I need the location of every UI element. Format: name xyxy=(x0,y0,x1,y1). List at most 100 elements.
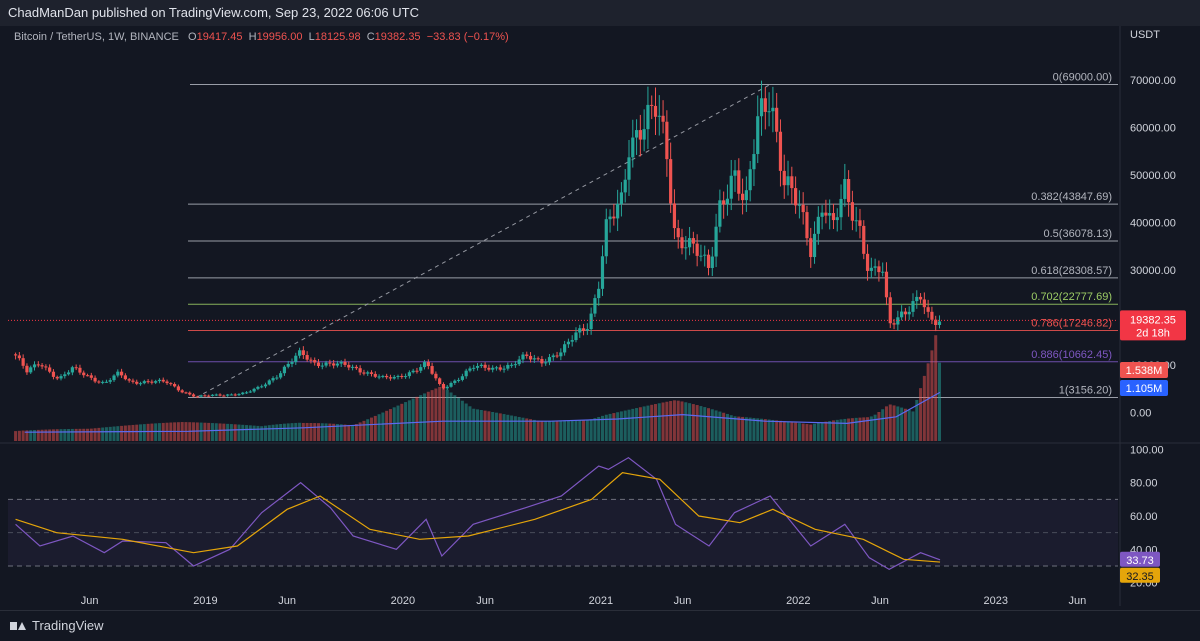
high-value: 19956.00 xyxy=(256,31,303,43)
candle-body xyxy=(271,378,275,381)
tradingview-brand[interactable]: TradingView xyxy=(10,618,104,633)
candle-body xyxy=(896,317,900,325)
candle-body xyxy=(415,370,419,372)
rsi-ma-line xyxy=(15,472,941,563)
candle-body xyxy=(740,193,745,201)
candle-body xyxy=(74,367,78,369)
candle-body xyxy=(604,219,608,257)
candle-body xyxy=(570,340,574,342)
candle-body xyxy=(17,355,21,359)
candle-body xyxy=(547,357,552,363)
time-tick-label: Jun xyxy=(1069,595,1087,607)
candle-body xyxy=(703,254,707,256)
candle-body xyxy=(301,350,305,356)
rsi-tick-label: 80.00 xyxy=(1130,478,1158,490)
candle-body xyxy=(915,296,919,302)
candle-body xyxy=(108,380,112,382)
candle-body xyxy=(191,394,196,397)
time-tick-label: Jun xyxy=(81,595,99,607)
volume-bar xyxy=(888,404,892,441)
candle-body xyxy=(862,225,866,254)
volume-bar xyxy=(930,350,934,441)
volume-bar xyxy=(449,392,453,441)
chart-area[interactable]: 0(69000.00) 0.382(43847.69) 0.5(36078.13) 0… xyxy=(0,26,1200,610)
candle-body xyxy=(199,395,203,397)
volume-bar xyxy=(915,399,919,441)
candle-body xyxy=(142,381,146,384)
volume-bar xyxy=(506,414,510,441)
publish-text: ChadManDan published on TradingView.com,… xyxy=(8,5,419,20)
candle-body xyxy=(184,392,188,394)
volume-bar xyxy=(385,410,389,441)
volume-bar xyxy=(245,425,249,441)
candle-body xyxy=(36,364,40,366)
candle-body xyxy=(256,386,260,389)
volume-bar xyxy=(67,428,71,441)
candle-body xyxy=(563,344,567,353)
candle-body xyxy=(937,321,942,325)
candle-body xyxy=(445,386,449,389)
volume-bar xyxy=(536,420,540,441)
candle-body xyxy=(332,363,336,366)
candle-body xyxy=(824,212,828,216)
volume-bar xyxy=(616,412,620,441)
candle-body xyxy=(729,175,733,199)
volume-bar xyxy=(426,391,430,441)
volume-bar xyxy=(229,424,233,441)
candle-body xyxy=(748,169,752,191)
volume-bar xyxy=(502,414,506,441)
candle-body xyxy=(263,384,268,387)
fib-label: 0.618(28308.57) xyxy=(1031,265,1112,277)
candle-body xyxy=(104,381,109,383)
candle-body xyxy=(112,375,116,381)
volume-bar xyxy=(831,420,835,441)
volume-bar xyxy=(794,422,798,441)
open-value: 19417.45 xyxy=(196,31,243,43)
volume-bar xyxy=(320,423,324,441)
candle-body xyxy=(494,367,499,369)
candle-body xyxy=(790,176,794,189)
candle-body xyxy=(888,297,892,324)
volume-bar xyxy=(313,423,317,441)
volume-bar xyxy=(642,406,646,441)
candle-body xyxy=(335,363,340,366)
candle-body xyxy=(786,176,790,186)
candle-body xyxy=(460,376,464,380)
volume-bar xyxy=(513,416,517,441)
candle-body xyxy=(714,226,718,257)
fib-label: 1(3156.20) xyxy=(1059,384,1112,396)
candle-body xyxy=(350,366,355,368)
candle-body xyxy=(354,366,358,369)
candle-body xyxy=(226,394,230,396)
volume-bar xyxy=(529,419,533,441)
candle-body xyxy=(691,238,695,244)
symbol-name[interactable]: Bitcoin / TetherUS, 1W, BINANCE xyxy=(14,31,179,43)
volume-bar xyxy=(464,403,468,441)
candle-body xyxy=(839,198,843,218)
volume-bar xyxy=(354,424,358,441)
volume-bar xyxy=(919,388,923,441)
volume-bar xyxy=(146,423,150,441)
volume-bar xyxy=(881,409,885,441)
volume-bar xyxy=(608,413,612,441)
candle-body xyxy=(756,116,760,155)
volume-bar xyxy=(896,406,900,441)
candle-body xyxy=(744,190,748,201)
candle-body xyxy=(559,352,563,357)
volume-bar xyxy=(419,395,423,441)
candle-body xyxy=(169,383,173,385)
volume-bar xyxy=(150,423,154,441)
candle-body xyxy=(498,367,502,370)
volume-ma-badge-value: 1.105M xyxy=(1126,383,1163,395)
volume-bar xyxy=(710,409,714,441)
volume-bar xyxy=(392,407,396,441)
candle-body xyxy=(646,104,650,130)
candle-body xyxy=(865,253,870,271)
volume-bar xyxy=(226,423,230,441)
candle-body xyxy=(294,355,298,362)
candle-body xyxy=(778,131,783,171)
volume-bar xyxy=(892,405,896,441)
volume-bar xyxy=(748,417,752,441)
volume-bar xyxy=(744,417,748,441)
volume-bar xyxy=(335,424,339,441)
